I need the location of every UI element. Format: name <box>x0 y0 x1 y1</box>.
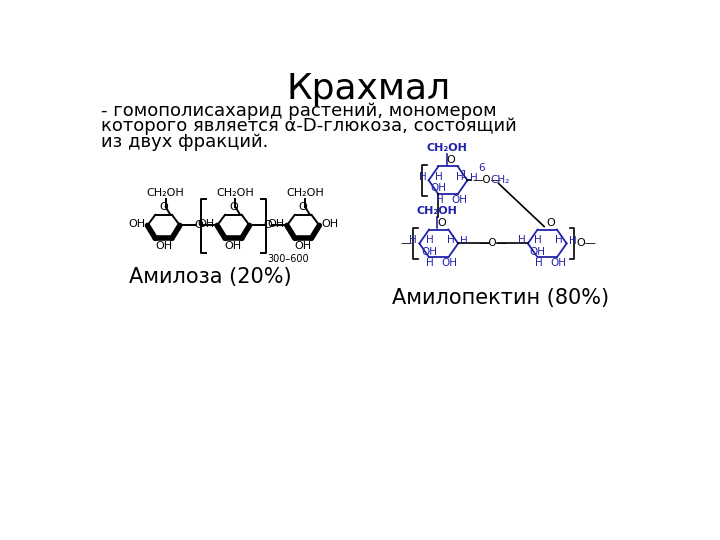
Text: OH: OH <box>431 184 446 193</box>
Text: O: O <box>229 201 238 212</box>
Text: OH: OH <box>128 219 145 229</box>
Text: CH₂OH: CH₂OH <box>217 188 254 198</box>
Text: —O—: —O— <box>479 239 508 248</box>
Text: —: — <box>400 239 412 248</box>
Text: O: O <box>438 218 446 228</box>
Text: O: O <box>194 220 203 231</box>
Text: OH: OH <box>225 241 242 251</box>
Text: H: H <box>534 235 542 245</box>
Text: H: H <box>456 172 464 182</box>
Text: CH₂: CH₂ <box>490 174 510 185</box>
Text: OH: OH <box>442 258 458 268</box>
Text: O: O <box>546 218 554 228</box>
Text: —O—: —O— <box>472 174 501 185</box>
Text: CH₂OH: CH₂OH <box>426 143 467 153</box>
Text: OH: OH <box>267 219 284 229</box>
Text: OH: OH <box>421 247 437 256</box>
Text: H: H <box>469 173 477 183</box>
Text: которого является α-D-глюкоза, состоящий: которого является α-D-глюкоза, состоящий <box>101 117 517 135</box>
Text: O: O <box>299 201 307 212</box>
Text: H: H <box>535 258 543 268</box>
Text: Крахмал: Крахмал <box>287 72 451 106</box>
Text: O: O <box>264 220 273 231</box>
Text: H: H <box>436 195 444 205</box>
Text: H: H <box>435 172 443 182</box>
Text: OH: OH <box>451 195 467 205</box>
Text: O: O <box>159 201 168 212</box>
Text: OH: OH <box>294 241 312 251</box>
Text: 6: 6 <box>478 163 485 173</box>
Text: OH: OH <box>550 258 567 268</box>
Text: H: H <box>426 258 434 268</box>
Text: Амилопектин (80%): Амилопектин (80%) <box>392 288 609 308</box>
Text: OH: OH <box>322 219 339 229</box>
Text: H: H <box>555 235 563 245</box>
Text: H: H <box>426 235 433 245</box>
Text: - гомополисахарид растений, мономером: - гомополисахарид растений, мономером <box>101 102 497 120</box>
Text: CH₂OH: CH₂OH <box>147 188 184 198</box>
Text: H: H <box>418 172 426 182</box>
Text: 300–600: 300–600 <box>267 254 309 264</box>
Text: H: H <box>446 235 454 245</box>
Text: Амилоза (20%): Амилоза (20%) <box>129 267 292 287</box>
Text: OH: OH <box>529 247 546 256</box>
Text: 1: 1 <box>461 170 467 179</box>
Text: H: H <box>569 236 577 246</box>
Text: OH: OH <box>198 219 215 229</box>
Text: H: H <box>518 235 526 245</box>
Text: O: O <box>447 155 456 165</box>
Text: CH₂OH: CH₂OH <box>287 188 324 198</box>
Text: H: H <box>409 235 417 245</box>
Text: O—: O— <box>576 239 596 248</box>
Text: из двух фракций.: из двух фракций. <box>101 132 269 151</box>
Text: CH₂OH: CH₂OH <box>417 206 458 215</box>
Text: H: H <box>461 236 468 246</box>
Text: OH: OH <box>155 241 172 251</box>
